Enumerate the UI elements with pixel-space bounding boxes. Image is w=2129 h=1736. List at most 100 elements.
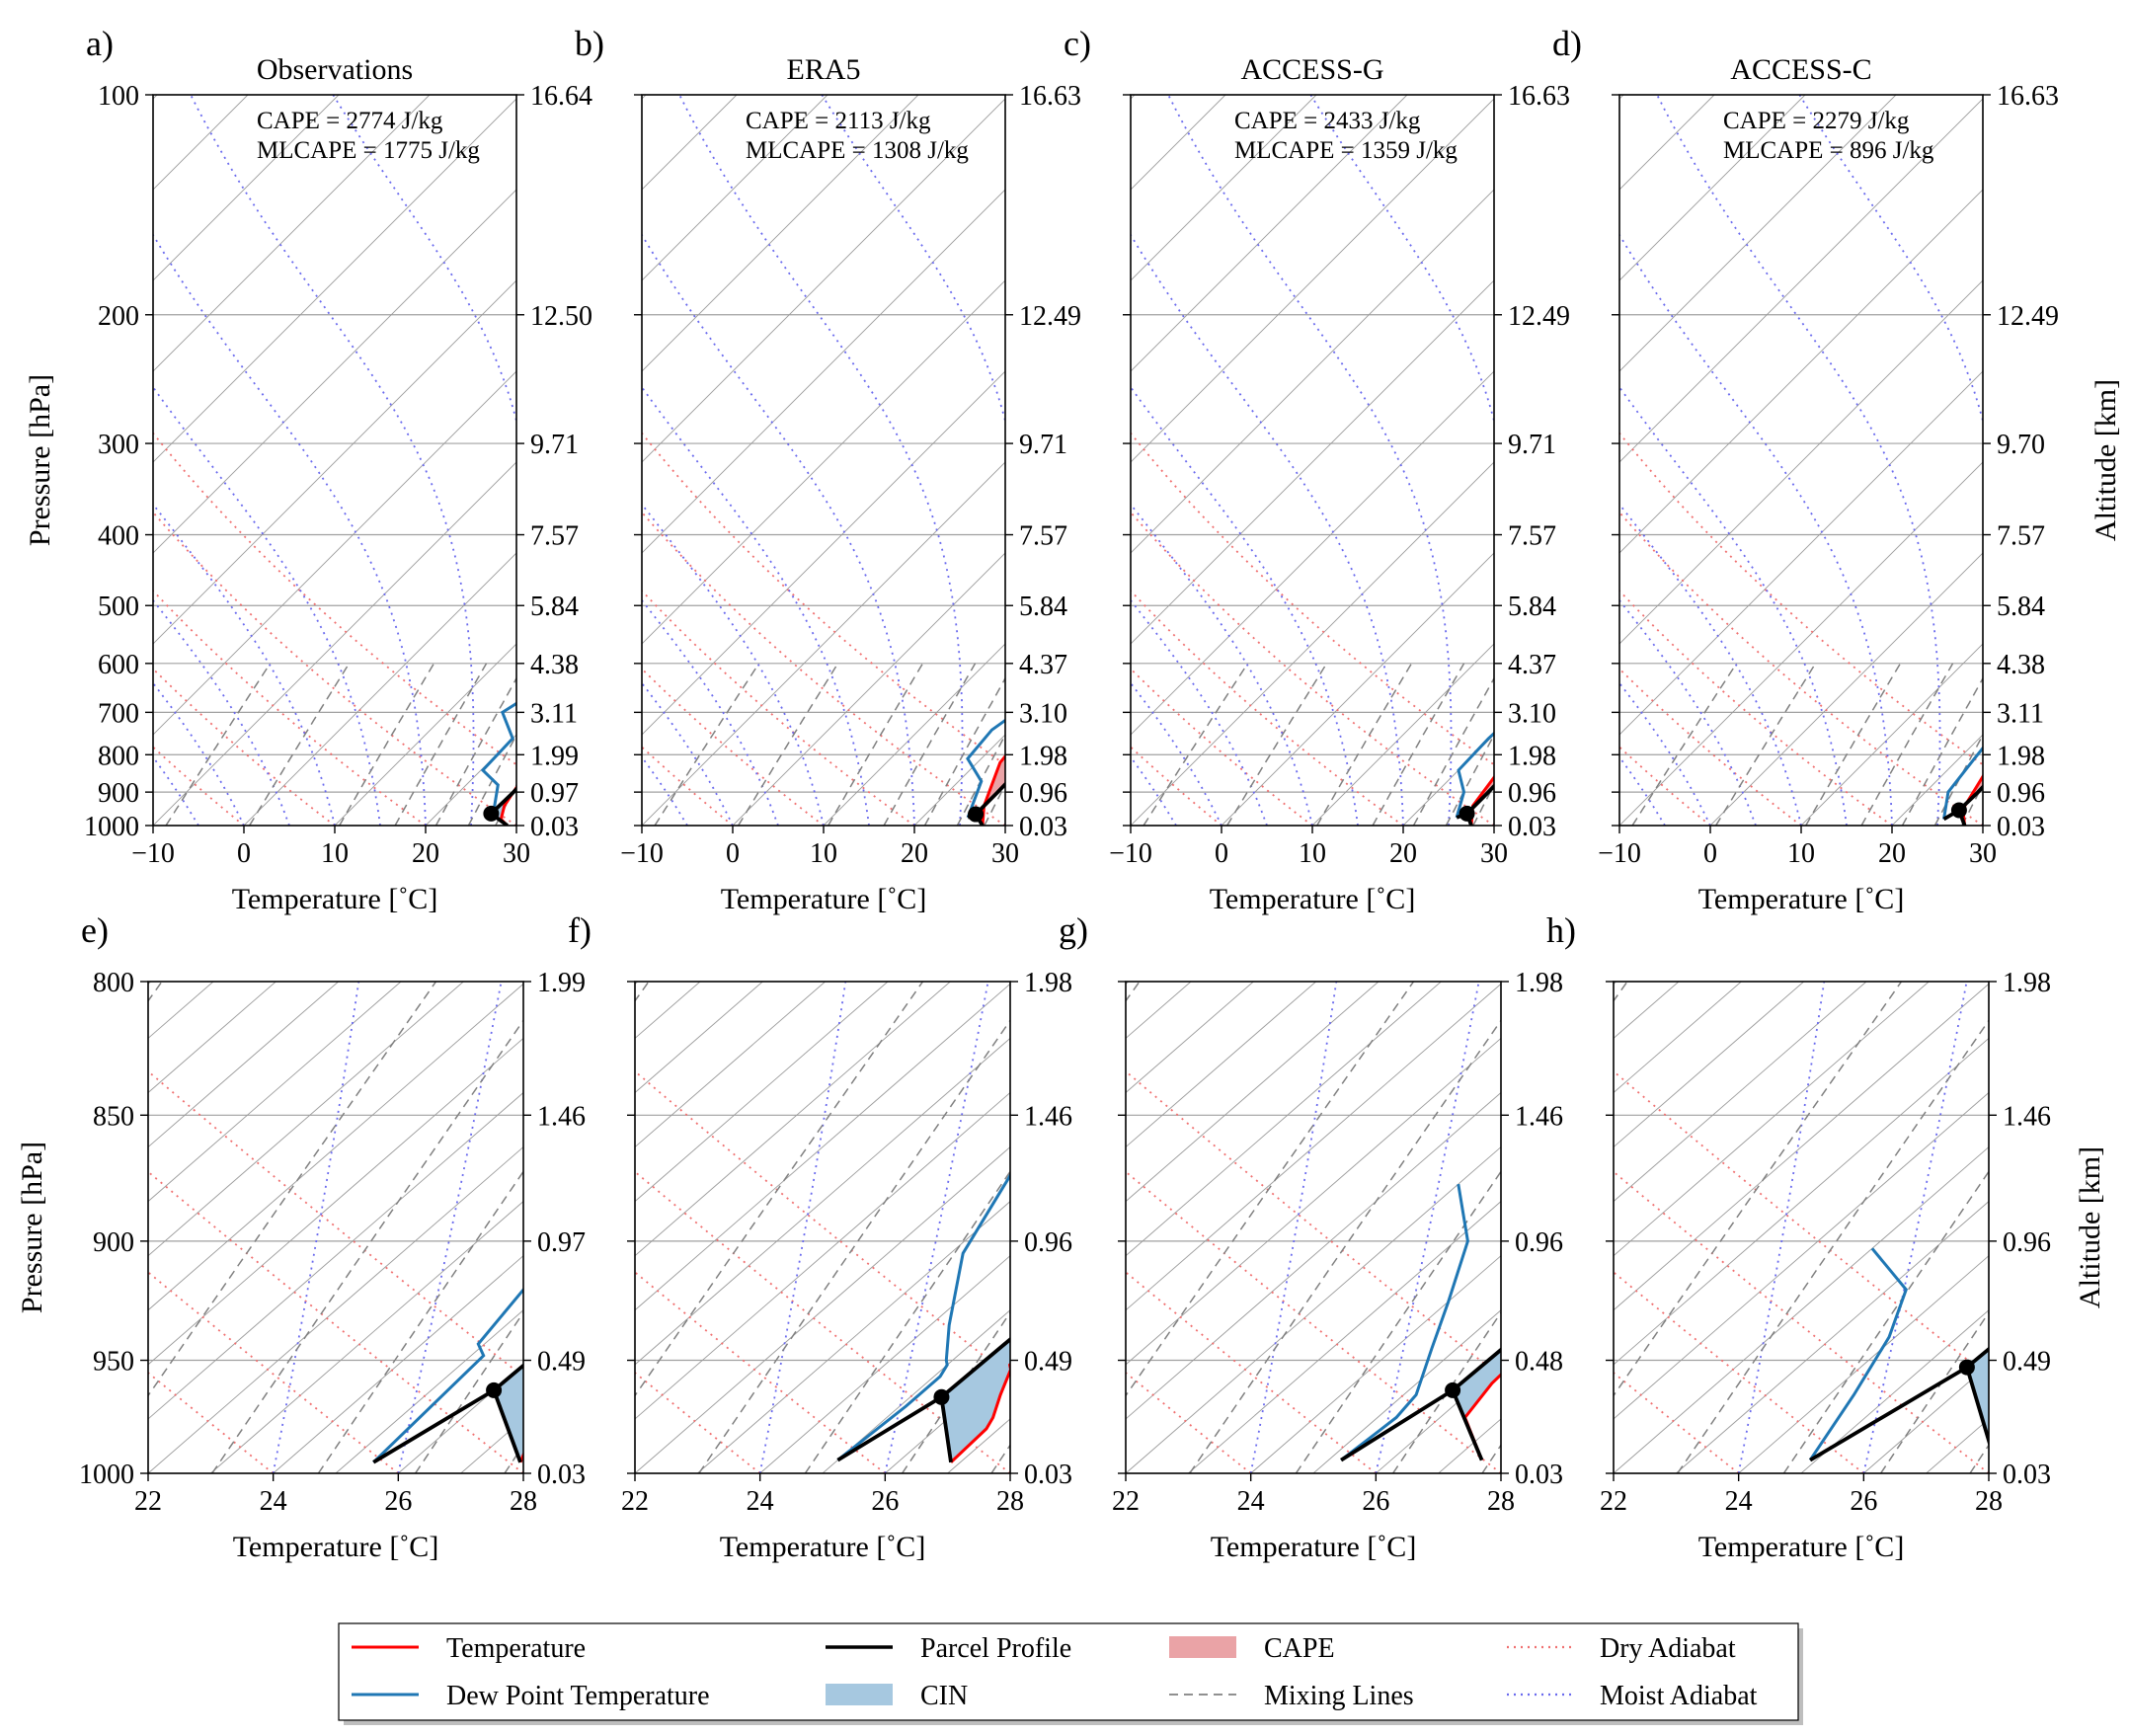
alt-tick-label: 0.49 (2003, 1347, 2051, 1378)
axes-frame (147, 981, 524, 1474)
cape-annotation: MLCAPE = 1308 J/kg (746, 137, 969, 164)
alt-tick-label: 4.38 (530, 650, 579, 680)
moist-adiabat-line (758, 982, 847, 1473)
dry-adiabat-line (1614, 1371, 1740, 1473)
mixing-line (1677, 1019, 1989, 1473)
mixing-line (1391, 1310, 1501, 1473)
dewpoint-line (1808, 1247, 1909, 1461)
isotherm-line (0, 982, 503, 1473)
moist-adiabat-line (1619, 681, 1711, 826)
isotherm-line (1131, 370, 1494, 736)
moist-adiabat-line (153, 503, 336, 826)
isotherm-line (148, 982, 464, 1257)
x-axis-label: Temperature [˚C] (1698, 883, 1905, 915)
moist-adiabat-line (821, 95, 1005, 826)
isotherm-line (635, 982, 889, 1203)
isotherm-line (334, 643, 516, 826)
isotherm-line (148, 983, 523, 1311)
isotherm-line (153, 279, 516, 645)
x-tick-label: 22 (621, 1486, 649, 1517)
temperature-line (981, 753, 1005, 826)
temperature-line (949, 1362, 1010, 1463)
x-tick-label: 10 (321, 838, 349, 869)
isotherm-line (1131, 189, 1494, 554)
isotherm-line (1619, 279, 1983, 645)
isotherm-line (1614, 1091, 1989, 1420)
isotherm-line (243, 552, 516, 826)
x-tick-label: 24 (1725, 1486, 1753, 1517)
dry-adiabat-line (148, 1371, 275, 1473)
dry-adiabat-line (148, 1271, 399, 1473)
panel-h: 22 24 26 28 Temperature [˚C] 1.98 1.46 0.96 0.49… (801, 910, 2129, 1563)
dry-adiabat-line (153, 511, 516, 826)
isotherm-line (1619, 95, 1897, 372)
isotherm-line (515, 825, 516, 826)
moist-adiabat-line (1798, 95, 1983, 826)
alt-tick-label: 4.37 (1019, 650, 1067, 680)
isotherm-line (1312, 1309, 1501, 1473)
moist-adiabat-line (397, 982, 503, 1473)
moist-adiabat-line (1131, 598, 1268, 826)
x-tick-label: 10 (810, 838, 837, 869)
mixing-line (635, 982, 924, 1397)
alt-tick-label: 0.48 (1515, 1347, 1563, 1378)
panel-letter: c) (1064, 24, 1091, 63)
alt-tick-label: 16.63 (1997, 81, 2059, 112)
axes-frame (1125, 981, 1502, 1474)
moist-adiabat-line (1375, 982, 1480, 1473)
moist-adiabat-line (1656, 95, 1941, 826)
isotherm-line (1126, 982, 1254, 1094)
x-tick-label: 28 (1487, 1486, 1515, 1517)
alt-tick-label: 9.71 (1019, 430, 1067, 460)
x-tick-label: 28 (1975, 1486, 2003, 1517)
alt-tick-label: 1.98 (1024, 968, 1072, 998)
y-tick-label: 600 (98, 650, 139, 680)
moist-adiabat-line (642, 503, 825, 826)
dry-adiabat-line (153, 590, 427, 826)
mixing-line (339, 663, 435, 826)
mixing-line (1901, 676, 1983, 826)
alt-tick-label: 7.57 (530, 521, 579, 552)
isotherm-line (620, 95, 1351, 826)
isotherm-line (153, 98, 516, 463)
alt-tick-label: 0.03 (1019, 812, 1067, 842)
axes-frame (152, 94, 517, 827)
alt-tick-label: 7.57 (1997, 521, 2045, 552)
alt-tick-label: 5.84 (1997, 592, 2045, 622)
isotherm-line (0, 982, 325, 1473)
cape-annotation: MLCAPE = 1359 J/kg (1234, 137, 1458, 164)
x-tick-label: 28 (510, 1486, 537, 1517)
isotherm-line (2114, 982, 2129, 1473)
moist-adiabat-line (1131, 681, 1222, 826)
cape-annotation: CAPE = 2279 J/kg (1723, 108, 1910, 134)
temperature-line (1995, 982, 2129, 1460)
plot-area (801, 982, 2129, 1473)
isotherm-line (1619, 461, 1983, 826)
lcl-marker (1950, 802, 1967, 819)
alt-tick-label: 1.46 (537, 1101, 586, 1132)
isotherm-line (642, 189, 1005, 554)
mixing-line (434, 676, 516, 826)
y-tick-label: 950 (93, 1347, 134, 1378)
panel-letter: a) (86, 24, 114, 63)
mixing-line (1143, 663, 1249, 826)
moist-adiabat-line (642, 755, 688, 826)
alt-tick-label: 0.96 (1508, 778, 1556, 809)
plot-area (131, 95, 1494, 826)
moist-adiabat-line (1619, 755, 1666, 826)
alt-tick-label: 1.99 (537, 968, 586, 998)
isotherm-line (801, 982, 1367, 1473)
isotherm-line (0, 982, 3, 1473)
isotherm-line (131, 95, 862, 826)
isotherm-line (222, 95, 953, 826)
x-tick-label: 30 (503, 838, 530, 869)
x-axis-label: Temperature [˚C] (1698, 1531, 1905, 1563)
panel-f: 22 24 26 28 Temperature [˚C] 1.98 1.46 0.96 0.49… (0, 910, 1072, 1563)
dry-adiabat-line (642, 432, 1005, 766)
panel-letter: d) (1552, 24, 1582, 63)
moist-adiabat-line (153, 598, 290, 826)
isotherm-line (635, 1145, 1010, 1473)
dry-adiabat-line (153, 668, 336, 826)
lcl-marker (486, 1381, 503, 1398)
moist-adiabat-line (1737, 982, 1826, 1473)
